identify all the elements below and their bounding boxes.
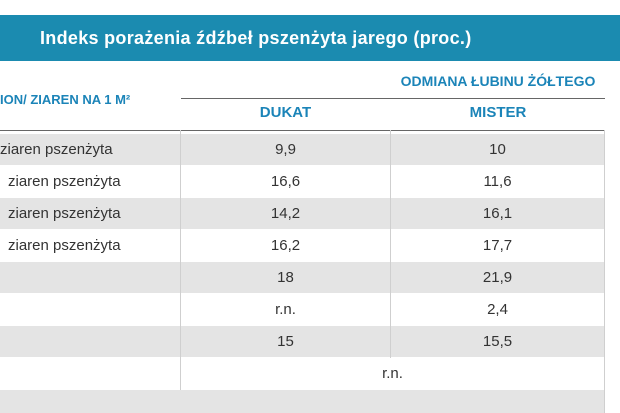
cell-dukat: r.n. bbox=[275, 301, 296, 318]
cell-mister: 11,6 bbox=[483, 173, 512, 190]
table-row: ziaren pszenżyta 9,9 10 bbox=[0, 134, 605, 165]
table-row: 15 15,5 bbox=[0, 326, 605, 357]
first-column-header: ION/ ZIAREN NA 1 M² bbox=[0, 92, 131, 107]
row-label: ziaren pszenżyta bbox=[8, 173, 121, 190]
cell-dukat: 14,2 bbox=[270, 205, 301, 222]
column-divider bbox=[604, 130, 605, 413]
column-divider bbox=[180, 130, 181, 390]
cell-dukat: 18 bbox=[277, 269, 294, 286]
table-title: Indeks porażenia źdźbeł pszenżyta jarego… bbox=[40, 28, 472, 48]
header-bottom-rule bbox=[0, 130, 605, 131]
row-label: ziaren pszenżyta bbox=[8, 205, 121, 222]
cell-mister: 16,1 bbox=[482, 205, 513, 222]
lupin-variety-group-header: ODMIANA ŁUBINU ŻÓŁTEGO bbox=[400, 73, 596, 89]
table-row: ziaren pszenżyta 16,6 11,6 bbox=[0, 166, 605, 197]
cell-merged: r.n. bbox=[382, 365, 403, 382]
cell-mister: 10 bbox=[489, 141, 506, 158]
cell-mister: 17,7 bbox=[482, 237, 513, 254]
table-row-partial bbox=[0, 390, 605, 413]
table-row: ziaren pszenżyta 16,2 17,7 bbox=[0, 230, 605, 261]
table-row: ziaren pszenżyta 14,2 16,1 bbox=[0, 198, 605, 229]
row-label: ziaren pszenżyta bbox=[0, 141, 113, 158]
header-divider bbox=[181, 98, 605, 99]
cell-dukat: 16,6 bbox=[270, 173, 301, 190]
table-title-bar: Indeks porażenia źdźbeł pszenżyta jarego… bbox=[0, 15, 620, 61]
cell-dukat: 16,2 bbox=[270, 237, 301, 254]
cell-mister: 2,4 bbox=[487, 301, 508, 318]
cell-mister: 21,9 bbox=[482, 269, 513, 286]
column-header-dukat: DUKAT bbox=[259, 104, 312, 121]
table-row: r.n. 2,4 bbox=[0, 294, 605, 325]
column-divider bbox=[390, 130, 391, 358]
row-label: ziaren pszenżyta bbox=[8, 237, 121, 254]
table-row: r.n. bbox=[0, 358, 605, 389]
cell-dukat: 9,9 bbox=[275, 141, 296, 158]
column-header-mister: MISTER bbox=[469, 104, 527, 121]
cell-dukat: 15 bbox=[277, 333, 294, 350]
cell-mister: 15,5 bbox=[482, 333, 513, 350]
table-row: 18 21,9 bbox=[0, 262, 605, 293]
